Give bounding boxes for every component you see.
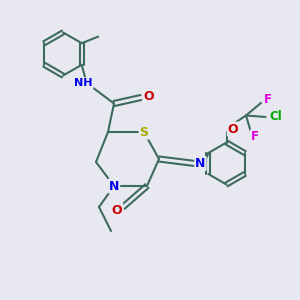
Text: O: O: [112, 203, 122, 217]
Text: Cl: Cl: [270, 110, 282, 123]
Text: S: S: [140, 125, 148, 139]
Text: N: N: [109, 179, 119, 193]
Text: N: N: [195, 157, 206, 170]
Text: O: O: [143, 89, 154, 103]
Text: O: O: [228, 122, 238, 136]
Text: NH: NH: [74, 78, 93, 88]
Text: F: F: [251, 130, 259, 143]
Text: F: F: [264, 93, 272, 106]
